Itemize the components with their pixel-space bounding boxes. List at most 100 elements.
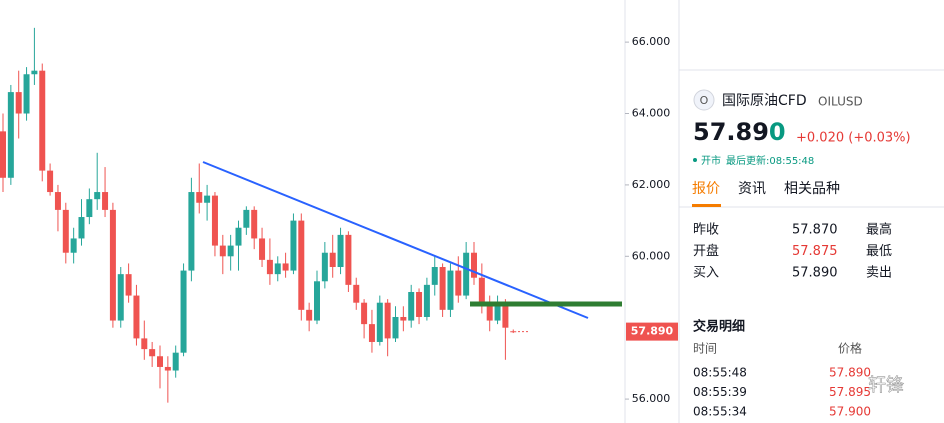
icon-letter: O [700,94,709,107]
y-tick-label: 60.000 [632,249,671,262]
trade-time: 08:55:48 [693,366,747,380]
candle-body [219,245,226,257]
candle-body [31,70,38,75]
candle-body [125,274,132,296]
candle-body [376,302,383,342]
quote-label: 最高 [866,222,892,238]
candle-body [70,238,77,253]
candle-body [423,284,430,317]
tab[interactable]: 报价 [692,181,720,197]
candle-body [408,291,415,321]
candle-body [282,263,289,271]
candle-body [117,274,124,321]
trades-header: 时间 [693,342,717,356]
candle-body [109,209,116,321]
candle-body [94,192,101,200]
quote-value: 57.890 [792,266,838,281]
instrument-name: 国际原油CFD [722,93,807,109]
candle-body [141,338,148,350]
candle-body [235,227,242,246]
chart [0,27,517,403]
y-tick-label: 66.000 [632,35,671,48]
candle-body [188,192,195,271]
quote-label: 最低 [866,244,892,259]
candle-body [321,252,328,282]
candle-body [329,252,336,268]
candle-body [439,267,446,310]
trade-time: 08:55:39 [693,385,747,399]
candle-body [15,92,22,114]
trade-price: 57.900 [829,405,871,419]
quote-label: 开盘 [693,243,719,259]
candle-body [478,277,485,307]
candle-body [62,209,69,253]
candle-body [227,245,234,257]
symbol-icon [693,89,715,111]
trend-line [202,161,589,319]
trade-time: 08:55:34 [693,405,747,419]
candle-body [78,217,85,239]
price-change: +0.020 (+0.03%) [796,131,911,146]
candle-body [243,209,250,228]
quote-label: 买入 [693,266,719,281]
candle-body [274,263,281,275]
last-price-label: 57.890 [631,325,674,338]
candle-body [345,234,352,285]
candle-body [455,270,462,296]
candle-body [471,252,477,278]
quote-label: 卖出 [866,266,892,281]
candle-body [494,302,501,321]
last-update: 最后更新:08:55:48 [726,154,814,167]
candle-body [157,356,163,367]
candle-body [298,220,305,310]
candle-body [353,284,360,303]
tab[interactable]: 相关品种 [784,181,840,197]
candle-body [290,220,297,271]
candle-body [180,270,187,353]
trades-table: 08:55:48 57.890 08:55:39 57.895 08:55:34 57.9… [693,366,871,419]
candle-body [196,192,203,203]
candle-body [0,131,6,178]
candle-body [510,331,517,333]
candle-body [259,238,266,260]
candle-body [47,170,54,193]
quote-value: 57.875 [792,244,838,259]
candle-body [23,74,30,114]
candle-body [502,302,509,328]
info-panel: O 国际原油CFD OILUSD 57.890 +0.020 (+0.03%) … [679,89,944,419]
candle-body [337,234,344,268]
candle-body [431,267,438,285]
trade-price: 57.895 [829,385,871,399]
candle-body [251,209,258,239]
candle-body [447,270,454,310]
candle-body [133,295,140,339]
candle-body [7,92,14,178]
quote-label: 昨收 [693,223,719,238]
candle-body [54,192,61,210]
market-status: 开市 [701,154,721,167]
candle-body [306,309,313,321]
trades-title: 交易明细 [693,319,745,335]
tab[interactable]: 资讯 [738,181,766,197]
last-price-box [626,322,678,341]
quote-value: 57.870 [792,223,838,238]
tab-underline [692,204,721,207]
instrument-symbol: OILUSD [818,95,863,109]
watermark: 轩锋 [868,375,904,396]
candle-body [211,195,218,246]
y-tick-label: 64.000 [632,107,671,120]
price-tick: 0 [769,118,786,146]
candle-body [368,324,375,342]
candle-body [314,281,320,321]
price-axis: 56.000 60.000 62.000 64.000 66.000 57.890 [518,35,678,405]
candle-body [204,195,211,203]
candle-body [102,192,109,210]
price: 57.890 [693,118,786,146]
candle-body [463,252,470,296]
candle-body [400,316,407,321]
y-tick-label: 56.000 [632,392,671,405]
candle-body [392,316,399,339]
